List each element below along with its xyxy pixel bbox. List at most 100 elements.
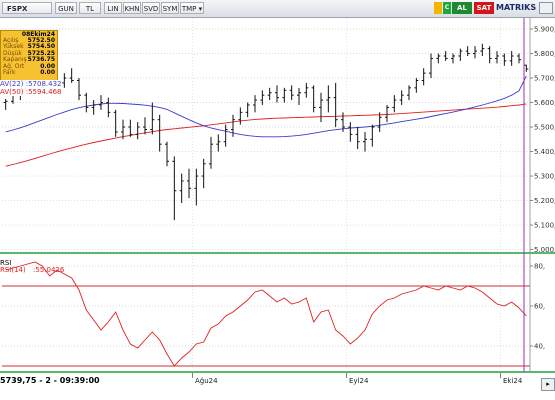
price-tick-label: 5.600, <box>534 99 555 107</box>
ohlc-bar <box>3 98 8 110</box>
ohlc-bar <box>84 92 89 113</box>
info-row-low: Düşük 5725.25 <box>3 49 55 57</box>
ohlc-bar <box>172 156 177 221</box>
info-row-high: Yüksek 5754.50 <box>3 43 55 51</box>
ohlc-bar <box>509 51 514 66</box>
pencil-icon[interactable] <box>434 2 442 14</box>
tool-button-tmp[interactable]: TMP ▾ <box>180 2 204 14</box>
refresh-icon[interactable]: C <box>443 2 451 14</box>
ohlc-bar <box>106 97 111 118</box>
symbol-selector[interactable]: FSPX <box>2 2 52 14</box>
rsi-line-layer <box>5 261 527 367</box>
ohlc-bar <box>429 53 433 79</box>
window-menu-icon[interactable] <box>539 2 553 14</box>
price-y-axis: 5.000, 5.100, 5.200, 5.300, 5.400, 5.500, 5.60… <box>530 26 555 254</box>
info-row-diff: Fark 0.00 <box>3 69 55 77</box>
price-tick-label: 5.400, <box>534 148 555 156</box>
ohlc-bar <box>99 95 103 110</box>
x-tick-label-sep: Eyl24 <box>349 377 369 385</box>
ohlc-bar <box>91 100 96 115</box>
ohlc-bar <box>414 78 419 93</box>
ohlc-bar <box>333 82 338 128</box>
sell-button[interactable]: SAT <box>474 2 494 14</box>
toolbar: FSPX GUN TL LIN KHN SVD SYM TMP ▾ C AL S… <box>0 0 555 18</box>
ohlc-bars <box>3 43 529 221</box>
ohlc-bar <box>201 158 206 189</box>
ohlc-bar <box>341 112 345 132</box>
ohlc-bar <box>231 114 235 137</box>
ohlc-bar <box>143 117 147 135</box>
tool-button-tl[interactable]: TL <box>79 2 101 14</box>
ohlc-bar <box>128 119 133 137</box>
tool-button-sym[interactable]: SYM <box>161 2 179 14</box>
ohlc-bar <box>69 68 74 83</box>
brand-logo: MATRIKS <box>496 3 537 12</box>
rsi-current-value: :55.0426 <box>33 266 65 274</box>
ohlc-bar <box>436 53 441 64</box>
ohlc-bar <box>311 85 316 113</box>
ma22-label: AV(22) :5708.432 <box>0 80 62 88</box>
ohlc-bar <box>326 85 331 113</box>
price-tick-label: 5.200, <box>534 197 555 205</box>
ohlc-bar <box>473 46 477 59</box>
price-tick-label: 5.700, <box>534 75 555 83</box>
price-tick-label: 5.800, <box>534 50 555 58</box>
ohlc-bar <box>487 46 492 64</box>
ohlc-bar <box>377 112 382 132</box>
info-row-wavg: Ağ. Ort 0.00 <box>3 62 55 70</box>
ohlc-bar <box>113 109 118 137</box>
rsi-y-axis: 40, 60, 80, <box>530 263 545 351</box>
rsi-panel-title: RSI <box>0 259 12 267</box>
price-tick-label: 5.000, <box>534 246 555 254</box>
ohlc-bar <box>370 124 375 147</box>
ohlc-bar <box>443 51 448 61</box>
rsi-tick-label: 80, <box>534 263 545 271</box>
ohlc-bar <box>275 85 279 103</box>
ohlc-bar <box>150 102 155 135</box>
ohlc-bar <box>238 107 243 125</box>
ohlc-info-box: 08Ekim24 Açılış 5752.50 Yüksek 5754.50 Düş… <box>0 30 58 82</box>
ohlc-bar <box>502 53 507 66</box>
ohlc-bar <box>495 51 499 64</box>
ohlc-bar <box>465 46 470 56</box>
ohlc-bar <box>451 53 455 64</box>
ohlc-bar <box>421 68 426 86</box>
rsi-series-label: RSI(14) <box>0 266 26 274</box>
ohlc-bar <box>289 85 294 101</box>
ohlc-bar <box>165 141 169 167</box>
ohlc-bar <box>385 104 389 123</box>
price-tick-label: 5.100, <box>534 222 555 230</box>
ohlc-bar <box>407 85 411 101</box>
scroll-right-icon[interactable]: ▸ <box>541 378 555 391</box>
ohlc-bar <box>297 87 301 105</box>
ma50-line <box>5 103 527 167</box>
ohlc-bar <box>319 92 323 123</box>
ohlc-bar <box>517 53 521 64</box>
info-row-open: Açılış 5752.50 <box>3 37 55 44</box>
price-grid <box>2 18 530 252</box>
price-tick-label: 5.500, <box>534 124 555 132</box>
ohlc-bar <box>223 124 228 147</box>
info-row-close: Kapanış 5736.75 <box>3 56 55 64</box>
tool-button-gun[interactable]: GUN <box>55 2 77 14</box>
buy-button[interactable]: AL <box>452 2 472 14</box>
tool-button-khn[interactable]: KHN <box>123 2 141 14</box>
ohlc-bar <box>121 119 125 140</box>
ma22-line <box>5 75 527 138</box>
tool-button-svd[interactable]: SVD <box>142 2 160 14</box>
price-tick-label: 5.900, <box>534 26 555 34</box>
panel-frames <box>0 18 555 378</box>
ohlc-bar <box>399 90 404 105</box>
ohlc-bar <box>135 122 140 140</box>
rsi-tick-label: 40, <box>534 343 545 351</box>
ohlc-bar <box>209 136 213 169</box>
ohlc-bar <box>245 102 250 118</box>
ohlc-bar <box>524 64 529 72</box>
info-date: 08Ekim24 <box>21 31 55 38</box>
ohlc-bar <box>77 78 81 101</box>
ohlc-bar <box>157 114 162 152</box>
tool-button-lin[interactable]: LIN <box>104 2 122 14</box>
ohlc-bar <box>62 73 67 88</box>
price-tick-label: 5.300, <box>534 173 555 181</box>
